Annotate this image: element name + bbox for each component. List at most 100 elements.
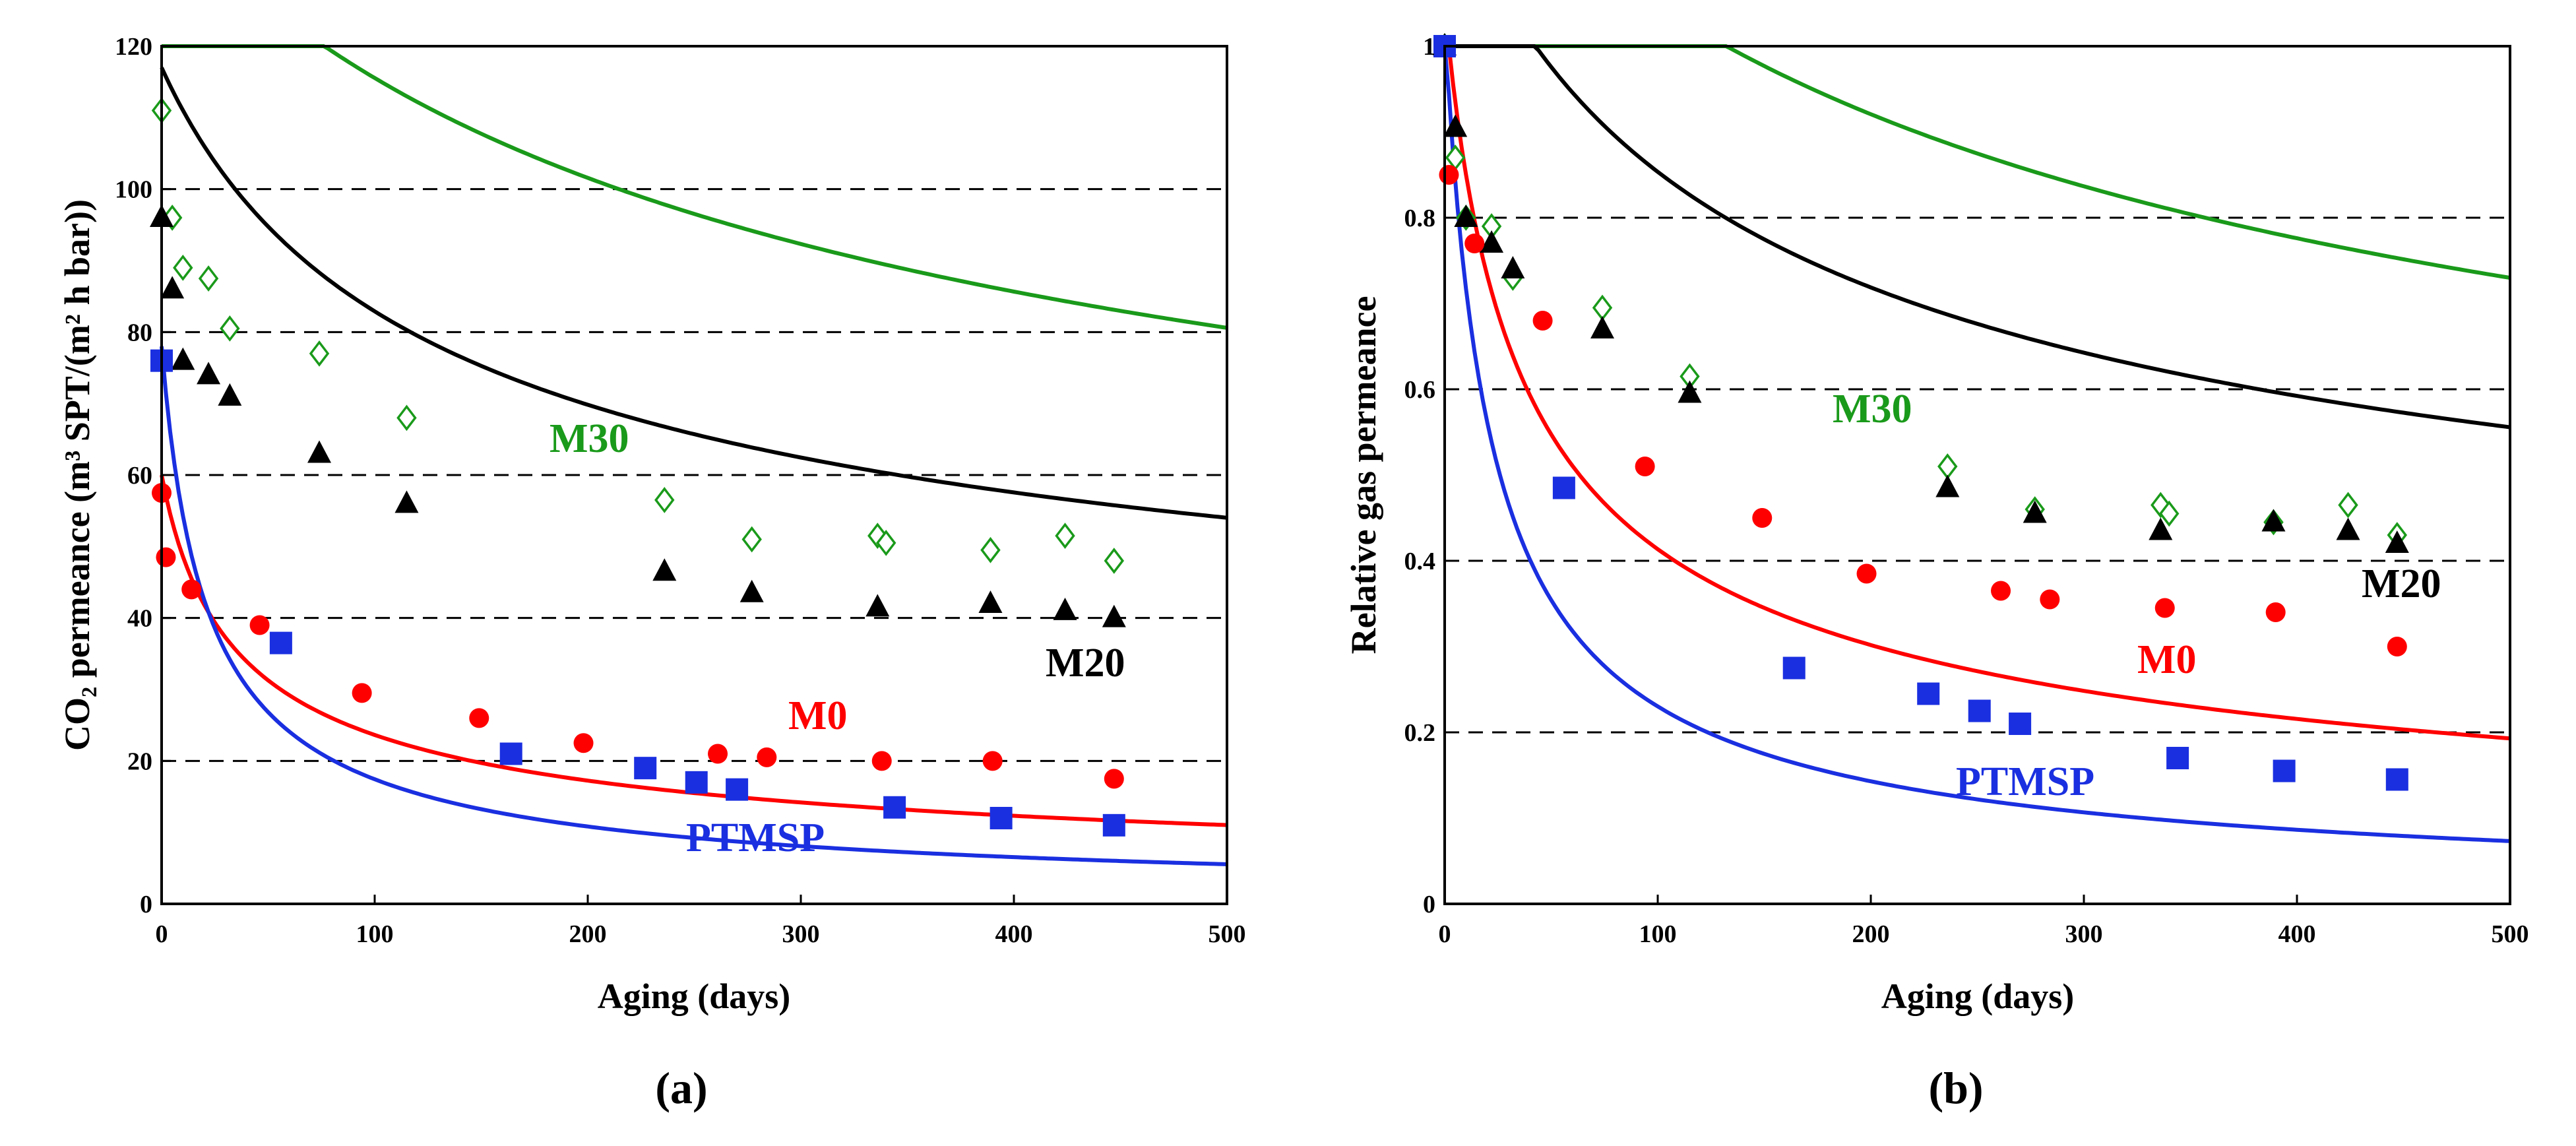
point-m0 <box>1532 311 1553 331</box>
point-m30 <box>2158 500 2180 527</box>
point-m30 <box>309 340 330 367</box>
point-m20 <box>978 590 1003 613</box>
x-tick-label: 0 <box>156 920 168 948</box>
point-m30 <box>1055 523 1075 549</box>
panel-a-x-axis-label: Aging (days) <box>598 976 791 1016</box>
point-m0 <box>1856 563 1877 584</box>
point-m0 <box>1991 581 2011 601</box>
point-m30 <box>654 487 675 513</box>
y-tick-label: 60 <box>127 462 152 490</box>
point-ptmsp <box>726 778 749 801</box>
fit-curve-ptmsp <box>160 346 1228 866</box>
panel-b-gridlines <box>1445 216 2510 734</box>
x-tick-label: 400 <box>995 920 1033 948</box>
point-m0 <box>1752 508 1773 528</box>
x-tick-label: 0 <box>1439 920 1451 948</box>
fit-curve-m30 <box>1445 44 2511 280</box>
point-ptmsp <box>2385 768 2408 791</box>
panel-b-plot-frame <box>1443 45 2511 905</box>
panel-b-x-axis-label: Aging (days) <box>1881 976 2075 1016</box>
fit-curve-m0 <box>1444 44 2511 741</box>
panel-a-label-ptmsp: PTMSP <box>686 815 825 860</box>
point-m0 <box>2265 602 2286 622</box>
x-tick-label: 500 <box>2492 920 2529 948</box>
x-tick-label: 300 <box>782 920 820 948</box>
panel-b-label: (b) <box>1928 1063 1983 1113</box>
x-tick-label: 200 <box>569 920 607 948</box>
point-m30 <box>1937 453 1958 480</box>
point-ptmsp <box>2166 747 2189 769</box>
point-ptmsp <box>634 757 657 780</box>
point-m30 <box>2338 492 2358 519</box>
panel-a-label-m30: M30 <box>550 416 629 461</box>
point-ptmsp <box>2273 759 2296 782</box>
panel-a-label: (a) <box>655 1063 707 1113</box>
point-m20 <box>1454 205 1478 227</box>
panel-a-x-ticks: 0 100 200 300 400 500 <box>156 895 1246 948</box>
panel-a-label-m0: M0 <box>788 693 848 738</box>
y-tick-label: 0.8 <box>1404 205 1436 232</box>
point-ptmsp <box>269 631 292 654</box>
point-m30 <box>1104 548 1125 574</box>
panel-b-label-m30: M30 <box>1833 387 1912 431</box>
point-m30 <box>173 254 193 281</box>
point-m30 <box>980 536 1001 563</box>
point-ptmsp <box>2009 713 2032 735</box>
point-ptmsp <box>685 771 708 794</box>
x-tick-label: 400 <box>2278 920 2316 948</box>
panel-b-y-ticks: 0 0.2 0.4 0.6 0.8 1 <box>1404 33 1454 918</box>
point-m30 <box>220 315 240 342</box>
fit-curve-ptmsp <box>1443 46 2511 843</box>
point-ptmsp <box>1102 813 1125 837</box>
point-m30 <box>741 526 762 553</box>
point-m20 <box>865 594 890 617</box>
point-m0 <box>352 683 372 703</box>
point-m0 <box>156 547 176 567</box>
y-tick-label: 1 <box>1423 33 1435 61</box>
panel-a-fit-curves <box>160 44 1228 866</box>
point-ptmsp <box>1968 699 1991 722</box>
point-m0 <box>249 615 270 635</box>
panel-a-gridlines <box>162 188 1227 762</box>
point-m0 <box>982 751 1003 771</box>
y-tick-label: 80 <box>127 319 152 346</box>
panel-b-data-points <box>1433 33 2409 791</box>
panel-a: 0 100 200 300 400 500 0 20 40 60 80 100 120 Aging (… <box>57 33 1246 1113</box>
y-tick-label: 0 <box>140 891 152 918</box>
panel-a-label-m20: M20 <box>1046 641 1125 685</box>
x-tick-label: 500 <box>1209 920 1246 948</box>
point-m0 <box>871 751 892 771</box>
point-m20 <box>307 440 332 463</box>
panel-b-label-m0: M0 <box>2137 637 2197 682</box>
point-m20 <box>1053 597 1077 620</box>
point-m0 <box>1439 165 1459 185</box>
x-tick-label: 200 <box>1852 920 1890 948</box>
point-ptmsp <box>499 742 522 765</box>
y-tick-label: 0 <box>1423 891 1435 918</box>
point-m0 <box>757 747 777 767</box>
x-tick-label: 100 <box>1639 920 1677 948</box>
point-m0 <box>708 744 728 764</box>
point-m20 <box>1102 604 1126 627</box>
point-m0 <box>1635 457 1655 476</box>
y-tick-label: 0.4 <box>1404 548 1436 575</box>
point-ptmsp <box>883 796 906 819</box>
point-m30 <box>875 530 896 556</box>
x-tick-label: 100 <box>356 920 394 948</box>
point-m20 <box>1501 256 1525 278</box>
y-tick-label: 40 <box>127 605 152 633</box>
point-m0 <box>181 579 202 600</box>
point-m20 <box>2336 517 2360 540</box>
panel-b-label-ptmsp: PTMSP <box>1956 759 2094 804</box>
panel-b: 0 100 200 300 400 500 0 0.2 0.4 0.6 0.8 1 Aging (d… <box>1344 33 2529 1113</box>
panel-a-y-axis-label: CO₂ permeance (m³ SPT/(m² h bar)) <box>57 199 97 751</box>
point-m20 <box>2149 517 2173 540</box>
point-m0 <box>1464 234 1485 253</box>
panel-a-data-points <box>150 97 1126 837</box>
y-tick-label: 20 <box>127 748 152 775</box>
point-m30 <box>198 265 219 292</box>
point-m0 <box>2040 589 2060 610</box>
panel-b-label-m20: M20 <box>2362 561 2441 606</box>
point-m20 <box>652 558 677 581</box>
